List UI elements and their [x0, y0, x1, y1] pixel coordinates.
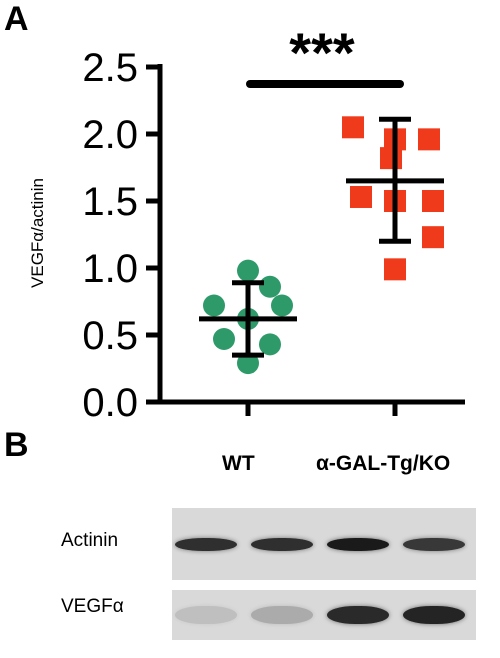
blot-band — [251, 537, 313, 551]
y-axis-label: VEGFα/actinin — [28, 178, 47, 288]
blot-band — [251, 606, 313, 624]
wt-data-point — [203, 294, 225, 317]
lane-label-agal: α-GAL-Tg/KO — [316, 452, 451, 475]
agal-data-point — [422, 226, 444, 249]
y-tick-label: 2.0 — [82, 113, 138, 157]
blot-band — [327, 537, 389, 551]
vegf-blot-strip — [172, 590, 476, 640]
blot-band — [327, 606, 389, 624]
blot-label-vegf: VEGFα — [61, 596, 124, 617]
y-tick-label: 0.5 — [82, 314, 138, 358]
panel-a-letter: A — [4, 0, 29, 38]
blot-band — [403, 606, 465, 624]
blot-label-actinin: Actinin — [61, 530, 119, 551]
lane-label-wt: WT — [222, 452, 255, 475]
blot-band — [175, 606, 237, 624]
agal-data-point — [422, 190, 444, 212]
panel-b-letter: B — [4, 426, 29, 464]
y-tick-label: 0.0 — [82, 381, 138, 425]
agal-data-point — [384, 258, 406, 281]
wt-data-point — [213, 328, 235, 351]
wt-data-point — [271, 294, 293, 317]
agal-data-point — [342, 116, 364, 139]
agal-data-point — [380, 147, 402, 170]
wt-data-point — [237, 352, 259, 375]
agal-data-point — [350, 185, 372, 208]
actinin-blot-strip — [172, 508, 476, 580]
y-tick-label: 1.5 — [82, 180, 138, 224]
scatter-chart: 0.0 0.5 1.0 1.5 2.0 2.5 VEGFα/actinin *** — [28, 21, 465, 425]
y-tick-label: 1.0 — [82, 247, 138, 291]
agal-data-point — [418, 128, 440, 151]
wt-data-point — [259, 333, 281, 356]
significance-stars: *** — [289, 21, 355, 84]
blot-band — [403, 537, 465, 551]
wt-data-point — [259, 275, 281, 298]
y-tick-label: 2.5 — [82, 46, 138, 90]
wt-data-point — [237, 259, 259, 282]
blot-band — [175, 537, 237, 551]
